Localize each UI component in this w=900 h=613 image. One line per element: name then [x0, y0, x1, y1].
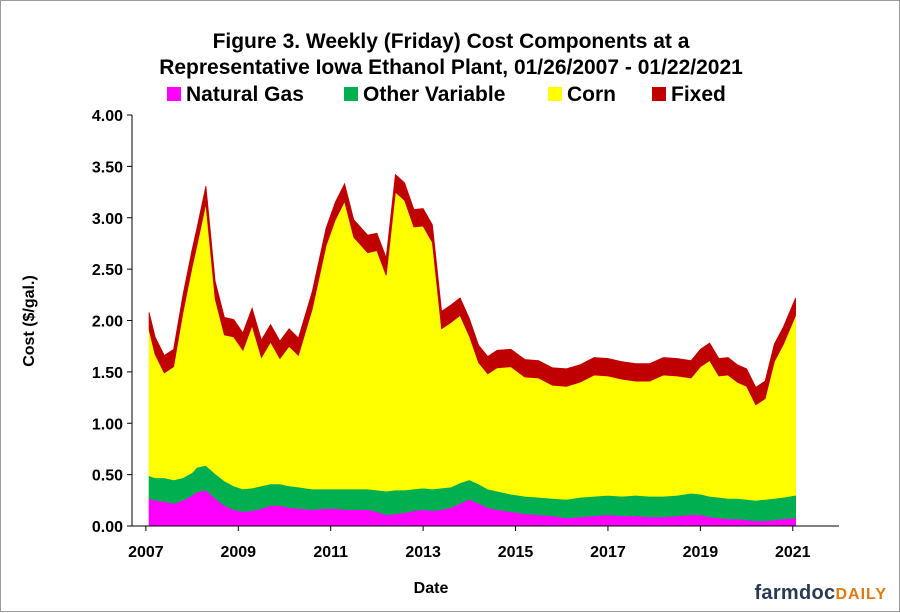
- x-tick-label: 2011: [313, 544, 348, 561]
- plot-area: [148, 173, 796, 527]
- legend-swatch-natural-gas: [167, 87, 181, 101]
- x-tick-label: 2021: [775, 544, 811, 561]
- brand-part2: DAILY: [835, 586, 887, 603]
- y-tick-label: 0.00: [92, 519, 123, 536]
- brand-part1: farmdoc: [754, 582, 836, 604]
- y-tick-label: 4.00: [92, 108, 123, 125]
- farmdoc-daily-logo: farmdocDAILY: [754, 582, 887, 605]
- x-tick-label: 2009: [220, 544, 256, 561]
- chart-title-line2: Representative Iowa Ethanol Plant, 01/26…: [159, 56, 743, 79]
- series-area-fixed: [148, 173, 796, 406]
- x-tick-label: 2015: [498, 544, 534, 561]
- y-tick-label: 0.50: [92, 468, 123, 485]
- legend-swatch-other-variable: [344, 87, 358, 101]
- chart-title-line1: Figure 3. Weekly (Friday) Cost Component…: [213, 30, 690, 53]
- x-tick-label: 2013: [405, 544, 441, 561]
- y-axis-label: Cost ($/gal.): [21, 275, 38, 367]
- legend-label-fixed: Fixed: [671, 83, 726, 106]
- x-tick-label: 2019: [683, 544, 719, 561]
- legend-swatch-fixed: [652, 87, 666, 101]
- legend-label-corn: Corn: [567, 83, 616, 106]
- legend-label-other-variable: Other Variable: [363, 83, 505, 106]
- y-tick-label: 3.50: [92, 159, 123, 176]
- legend-swatch-corn: [548, 87, 562, 101]
- x-tick-label: 2017: [590, 544, 626, 561]
- legend-label-natural-gas: Natural Gas: [186, 83, 304, 106]
- y-tick-label: 1.00: [92, 416, 123, 433]
- legend: Natural Gas Other Variable Corn Fixed: [167, 83, 726, 106]
- x-tick-label: 2007: [128, 544, 164, 561]
- y-tick-label: 2.50: [92, 262, 123, 279]
- series-area-corn: [148, 191, 796, 501]
- y-tick-label: 1.50: [92, 365, 123, 382]
- x-axis-label: Date: [414, 580, 449, 597]
- y-tick-label: 3.00: [92, 211, 123, 228]
- x-axis: 2007 2009 2011 2013 2015 2017 2019 2021: [128, 525, 839, 561]
- y-axis: 0.00 0.50 1.00 1.50 2.00 2.50 3.00 3.50 4.00: [92, 108, 133, 536]
- y-tick-label: 2.00: [92, 314, 123, 331]
